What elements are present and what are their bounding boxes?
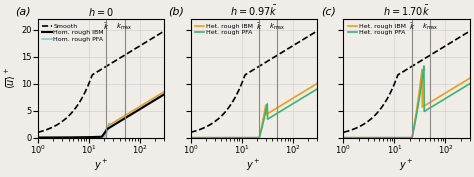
Text: (c): (c) [320,7,336,17]
Text: $k_{\max}$: $k_{\max}$ [422,22,438,32]
Text: $\bar{k}$: $\bar{k}$ [103,22,109,32]
Legend: Het. rough IBM, Het. rough PFA: Het. rough IBM, Het. rough PFA [194,22,255,37]
Title: $h = 0$: $h = 0$ [88,6,114,18]
X-axis label: $y^+$: $y^+$ [399,158,414,173]
Title: $h = 0.97 \bar{k}$: $h = 0.97 \bar{k}$ [230,4,278,18]
Text: $\bar{k}$: $\bar{k}$ [256,22,262,32]
Legend: Het. rough IBM, Het. rough PFA: Het. rough IBM, Het. rough PFA [346,22,407,37]
Y-axis label: $\langle\overline{u}\rangle^+$: $\langle\overline{u}\rangle^+$ [4,67,18,89]
Title: $h = 1.70 \bar{k}$: $h = 1.70 \bar{k}$ [383,4,430,18]
Text: (b): (b) [168,7,184,17]
Text: (a): (a) [15,7,31,17]
Text: $\bar{k}$: $\bar{k}$ [409,22,415,32]
Legend: Smooth, Hom. rough IBM, Hom. rough PFA: Smooth, Hom. rough IBM, Hom. rough PFA [41,22,105,43]
Text: $k_{\max}$: $k_{\max}$ [269,22,285,32]
X-axis label: $y^+$: $y^+$ [246,158,261,173]
X-axis label: $y^+$: $y^+$ [94,158,109,173]
Text: $k_{\max}$: $k_{\max}$ [116,22,133,32]
